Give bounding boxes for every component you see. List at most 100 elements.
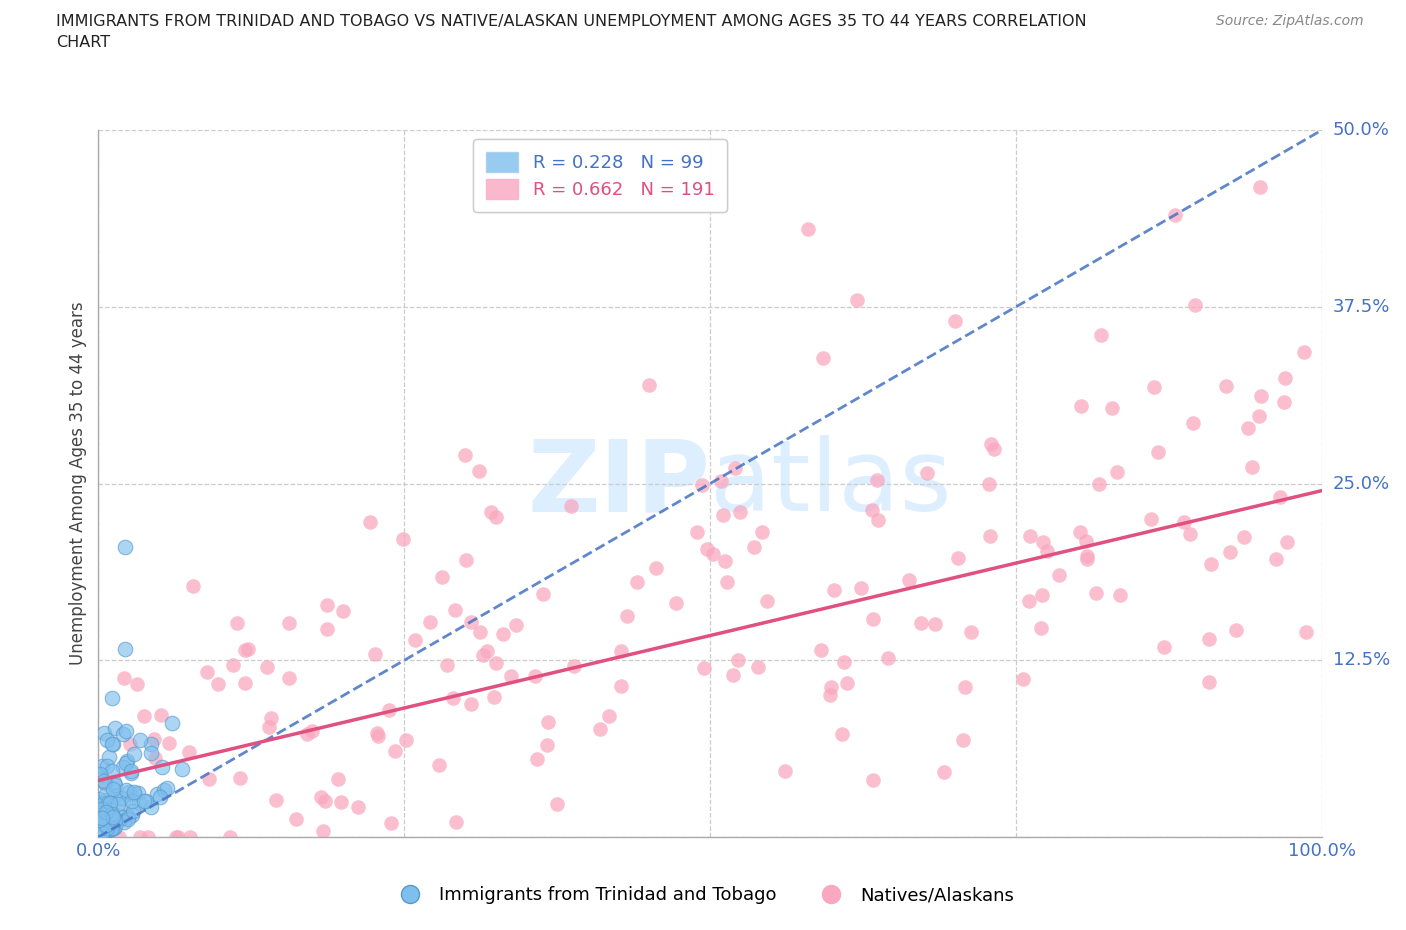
Point [150,708,173,723]
Point [359,514,381,529]
Point [1199,557,1222,572]
Point [562,658,585,673]
Point [730,504,752,519]
Point [114,539,136,554]
Point [132,709,155,724]
Point [159,736,181,751]
Point [114,641,136,656]
Point [315,597,337,612]
Point [260,711,283,725]
Point [104,813,127,828]
Point [278,616,301,631]
Point [90,759,112,774]
Point [101,820,124,835]
Point [96,759,118,774]
Point [1225,622,1247,637]
Point [430,569,453,584]
Point [117,811,139,826]
Point [948,551,970,565]
Point [610,678,633,693]
Point [125,677,148,692]
Point [89,766,111,781]
Point [1019,528,1042,543]
Point [797,221,820,236]
Point [1268,489,1291,504]
Point [146,786,169,801]
Point [136,830,159,844]
Point [1215,379,1237,393]
Text: IMMIGRANTS FROM TRINIDAD AND TOBAGO VS NATIVE/ALASKAN UNEMPLOYMENT AMONG AGES 35: IMMIGRANTS FROM TRINIDAD AND TOBAGO VS N… [56,14,1087,29]
Point [207,677,229,692]
Point [1076,549,1098,564]
Point [546,797,568,812]
Point [820,679,842,694]
Point [98,804,121,818]
Point [1180,526,1202,541]
Point [233,642,256,657]
Point [468,463,491,478]
Point [94,787,117,802]
Point [101,737,124,751]
Point [233,675,256,690]
Point [1101,401,1123,416]
Point [1143,379,1166,394]
Point [1249,179,1271,194]
Point [1236,420,1258,435]
Point [492,627,515,642]
Point [111,759,134,774]
Point [97,750,120,764]
Point [135,793,157,808]
Point [91,811,114,826]
Point [172,762,194,777]
Point [103,775,125,790]
Point [229,770,252,785]
Point [910,616,932,631]
Point [101,806,124,821]
Point [104,721,127,736]
Point [845,292,868,307]
Point [523,669,546,684]
Point [367,728,389,743]
Point [153,782,176,797]
Point [702,547,724,562]
Point [101,737,124,751]
Point [384,743,406,758]
Point [122,747,145,762]
Point [366,725,388,740]
Point [110,790,132,805]
Legend: Immigrants from Trinidad and Tobago, Natives/Alaskans: Immigrants from Trinidad and Tobago, Nat… [385,879,1021,911]
Point [983,442,1005,457]
Point [96,733,118,748]
Point [1084,586,1107,601]
Point [142,732,165,747]
Point [139,799,162,814]
Point [1198,631,1220,646]
Point [104,813,127,828]
Point [115,755,138,770]
Point [98,821,121,836]
Point [1011,671,1033,686]
Point [107,796,129,811]
Point [93,774,115,789]
Point [441,691,464,706]
Point [693,661,716,676]
Point [165,830,187,844]
Point [122,787,145,802]
Point [96,818,118,833]
Point [104,819,127,834]
Point [226,616,249,631]
Point [93,796,115,811]
Point [1295,625,1317,640]
Point [560,498,582,513]
Point [876,650,898,665]
Point [1249,408,1271,423]
Text: 25.0%: 25.0% [1333,474,1391,493]
Point [751,525,773,539]
Point [1153,640,1175,655]
Point [89,768,111,783]
Point [723,460,745,475]
Point [696,541,718,556]
Point [118,785,141,800]
Point [943,313,966,328]
Point [103,815,125,830]
